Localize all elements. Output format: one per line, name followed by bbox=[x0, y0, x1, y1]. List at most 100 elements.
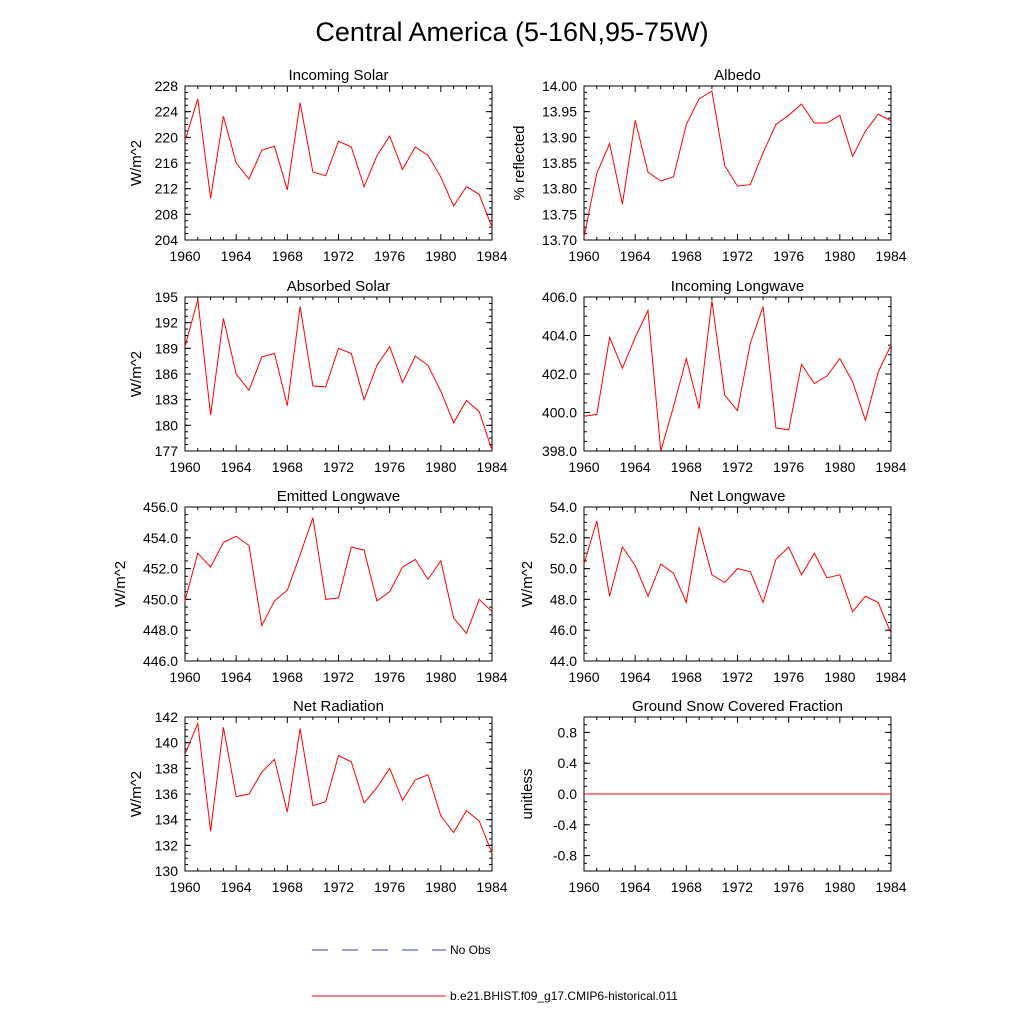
chart-legend: No Obs b.e21.BHIST.f09_g17.CMIP6-histori… bbox=[312, 943, 678, 1003]
y-tick-label: 13.95 bbox=[542, 104, 577, 120]
x-tick-label: 1984 bbox=[875, 879, 906, 895]
legend-label-model: b.e21.BHIST.f09_g17.CMIP6-historical.011 bbox=[450, 989, 678, 1003]
x-tick-label: 1984 bbox=[875, 459, 906, 475]
x-tick-label: 1984 bbox=[476, 459, 507, 475]
y-axis-label: % reflected bbox=[511, 125, 528, 200]
x-tick-label: 1976 bbox=[374, 669, 405, 685]
panel-incoming-longwave: Incoming Longwave 1960 1964 1968 1972 1976 198… bbox=[542, 278, 907, 475]
y-tick-label: 192 bbox=[155, 315, 179, 331]
panel-emitted-longwave: Emitted Longwave 1960 1964 1968 1972 1976 1980… bbox=[112, 488, 508, 685]
y-axis-label: W/m^2 bbox=[128, 771, 145, 817]
y-tick-label: 50.0 bbox=[550, 561, 577, 577]
y-tick-label: 140 bbox=[155, 735, 179, 751]
x-tick-label: 1968 bbox=[671, 459, 702, 475]
series-line-net-radiation bbox=[184, 721, 493, 854]
y-axis-label: W/m^2 bbox=[112, 561, 129, 607]
y-tick-label: 452.0 bbox=[143, 561, 178, 577]
y-tick-label: 186 bbox=[155, 366, 179, 382]
x-tick-label: 1984 bbox=[476, 669, 507, 685]
x-tick-label: 1964 bbox=[620, 248, 651, 264]
y-tick-label: 134 bbox=[155, 812, 179, 828]
x-tick-label: 1968 bbox=[272, 459, 303, 475]
x-tick-label: 1964 bbox=[620, 459, 651, 475]
x-tick-label: 1976 bbox=[773, 879, 804, 895]
y-axis-label: W/m^2 bbox=[519, 561, 536, 607]
x-tick-label: 1972 bbox=[323, 459, 354, 475]
y-tick-label: 13.80 bbox=[542, 181, 577, 197]
panel-title: Ground Snow Covered Fraction bbox=[632, 698, 843, 715]
panel-title: Net Longwave bbox=[690, 488, 786, 505]
x-tick-label: 1972 bbox=[323, 248, 354, 264]
y-tick-label: 48.0 bbox=[550, 591, 577, 607]
y-tick-label: -0.8 bbox=[553, 848, 577, 864]
plot-frame bbox=[184, 85, 493, 241]
x-tick-label: 1964 bbox=[620, 879, 651, 895]
y-tick-label: 448.0 bbox=[143, 622, 178, 638]
x-tick-label: 1980 bbox=[824, 248, 855, 264]
x-tick-label: 1984 bbox=[875, 669, 906, 685]
x-tick-label: 1980 bbox=[824, 459, 855, 475]
x-tick-label: 1984 bbox=[476, 248, 507, 264]
series-line-albedo bbox=[583, 90, 892, 238]
x-tick-label: 1972 bbox=[722, 669, 753, 685]
y-tick-label: 220 bbox=[155, 129, 179, 145]
y-tick-label: 46.0 bbox=[550, 622, 577, 638]
x-tick-label: 1972 bbox=[722, 459, 753, 475]
panel-incoming-solar: Incoming Solar 1960 1964 1968 1972 1976 1980 19… bbox=[128, 67, 508, 264]
y-tick-label: 195 bbox=[155, 289, 179, 305]
y-axis-label: W/m^2 bbox=[128, 140, 145, 186]
plot-frame bbox=[583, 85, 892, 241]
y-tick-label: 402.0 bbox=[542, 366, 577, 382]
x-tick-label: 1984 bbox=[476, 879, 507, 895]
x-tick-label: 1964 bbox=[221, 459, 252, 475]
y-tick-label: -0.4 bbox=[553, 817, 577, 833]
y-tick-label: 189 bbox=[155, 340, 179, 356]
x-tick-label: 1976 bbox=[374, 879, 405, 895]
x-tick-label: 1964 bbox=[620, 669, 651, 685]
x-tick-label: 1968 bbox=[671, 879, 702, 895]
y-tick-label: 54.0 bbox=[550, 499, 577, 515]
y-tick-label: 180 bbox=[155, 417, 179, 433]
x-tick-label: 1968 bbox=[272, 248, 303, 264]
chart-panels: Incoming Solar 1960 1964 1968 1972 1976 1980 19… bbox=[112, 67, 907, 895]
y-tick-label: 14.00 bbox=[542, 78, 577, 94]
x-tick-label: 1980 bbox=[824, 669, 855, 685]
x-tick-label: 1972 bbox=[722, 248, 753, 264]
y-tick-label: 142 bbox=[155, 709, 179, 725]
y-tick-label: 208 bbox=[155, 206, 179, 222]
panel-albedo: Albedo 1960 1964 1968 1972 1976 1980 1984 13.70 1… bbox=[511, 67, 907, 264]
y-tick-label: 13.85 bbox=[542, 155, 577, 171]
x-tick-label: 1960 bbox=[169, 459, 200, 475]
panel-title: Albedo bbox=[714, 67, 761, 84]
y-tick-label: 228 bbox=[155, 78, 179, 94]
x-tick-label: 1984 bbox=[875, 248, 906, 264]
y-tick-label: 13.75 bbox=[542, 206, 577, 222]
y-tick-label: 0.0 bbox=[558, 786, 578, 802]
legend-label-no-obs: No Obs bbox=[450, 943, 491, 957]
series-line-emitted-longwave bbox=[184, 517, 493, 635]
panel-title: Emitted Longwave bbox=[277, 488, 400, 505]
y-tick-label: 406.0 bbox=[542, 289, 577, 305]
y-tick-label: 183 bbox=[155, 392, 179, 408]
y-tick-label: 0.4 bbox=[558, 755, 578, 771]
y-tick-label: 456.0 bbox=[143, 499, 178, 515]
x-tick-label: 1976 bbox=[773, 248, 804, 264]
series-line-incoming-solar bbox=[184, 98, 493, 228]
x-tick-label: 1976 bbox=[374, 248, 405, 264]
y-tick-label: 52.0 bbox=[550, 530, 577, 546]
x-tick-label: 1976 bbox=[773, 669, 804, 685]
x-tick-label: 1968 bbox=[272, 879, 303, 895]
y-tick-label: 404.0 bbox=[542, 328, 577, 344]
x-tick-label: 1976 bbox=[374, 459, 405, 475]
x-tick-label: 1968 bbox=[671, 669, 702, 685]
panel-ground-snow-covered-fraction: Ground Snow Covered Fraction 1960 1964 1968… bbox=[519, 698, 907, 895]
y-tick-label: 130 bbox=[155, 863, 179, 879]
x-tick-label: 1980 bbox=[425, 879, 456, 895]
x-tick-label: 1964 bbox=[221, 248, 252, 264]
plot-frame bbox=[583, 506, 892, 662]
panel-title: Incoming Longwave bbox=[671, 278, 804, 295]
panel-absorbed-solar: Absorbed Solar 1960 1964 1968 1972 1976 1980 19… bbox=[128, 278, 508, 475]
x-tick-label: 1980 bbox=[425, 459, 456, 475]
series-line-incoming-longwave bbox=[583, 300, 892, 452]
